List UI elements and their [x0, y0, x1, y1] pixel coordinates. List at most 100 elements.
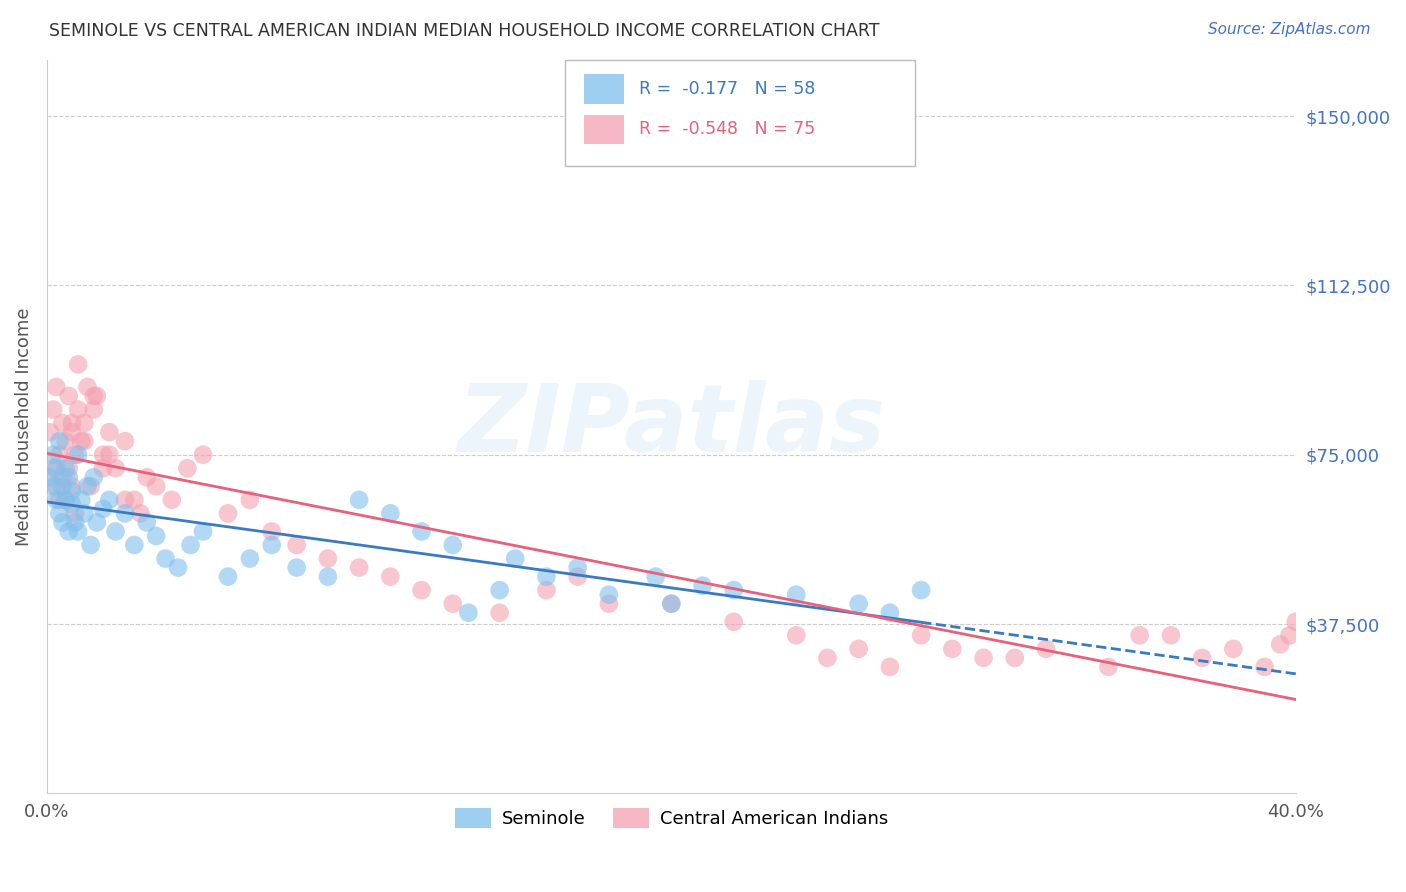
- Point: [723, 583, 745, 598]
- Point: [191, 524, 214, 539]
- Point: [848, 641, 870, 656]
- Point: [51, 516, 73, 530]
- Point: [598, 588, 620, 602]
- Point: [83, 389, 105, 403]
- Point: [1285, 615, 1308, 629]
- Point: [79, 479, 101, 493]
- Point: [316, 551, 339, 566]
- Point: [70, 492, 93, 507]
- Point: [644, 569, 666, 583]
- Legend: Seminole, Central American Indians: Seminole, Central American Indians: [447, 800, 896, 836]
- Point: [316, 569, 339, 583]
- Point: [411, 524, 433, 539]
- Point: [70, 434, 93, 449]
- Point: [73, 434, 96, 449]
- Point: [1004, 651, 1026, 665]
- Point: [129, 507, 152, 521]
- Point: [1253, 660, 1275, 674]
- Point: [941, 641, 963, 656]
- Point: [488, 583, 510, 598]
- Point: [45, 461, 67, 475]
- Point: [260, 524, 283, 539]
- Point: [457, 606, 479, 620]
- Point: [1278, 628, 1301, 642]
- Point: [145, 529, 167, 543]
- Point: [73, 416, 96, 430]
- Point: [67, 524, 90, 539]
- Point: [260, 538, 283, 552]
- FancyBboxPatch shape: [583, 115, 624, 144]
- Point: [848, 597, 870, 611]
- Point: [1129, 628, 1152, 642]
- Point: [39, 425, 62, 439]
- Point: [48, 448, 70, 462]
- Point: [83, 402, 105, 417]
- Point: [60, 416, 83, 430]
- Point: [91, 501, 114, 516]
- Point: [503, 551, 526, 566]
- Point: [51, 416, 73, 430]
- Point: [380, 569, 402, 583]
- Point: [191, 448, 214, 462]
- Point: [98, 448, 121, 462]
- Point: [1160, 628, 1182, 642]
- Point: [135, 470, 157, 484]
- Point: [83, 470, 105, 484]
- Point: [58, 461, 80, 475]
- Point: [879, 660, 901, 674]
- Point: [63, 516, 86, 530]
- Point: [48, 507, 70, 521]
- Point: [135, 516, 157, 530]
- Text: R =  -0.177   N = 58: R = -0.177 N = 58: [638, 80, 815, 98]
- Point: [55, 492, 77, 507]
- Point: [167, 560, 190, 574]
- Point: [51, 470, 73, 484]
- Point: [124, 492, 146, 507]
- Point: [91, 461, 114, 475]
- Point: [910, 628, 932, 642]
- Point: [60, 425, 83, 439]
- Point: [785, 628, 807, 642]
- Point: [1191, 651, 1213, 665]
- Point: [104, 461, 127, 475]
- Point: [1097, 660, 1119, 674]
- Point: [145, 479, 167, 493]
- Point: [60, 497, 83, 511]
- Point: [1222, 641, 1244, 656]
- Point: [55, 434, 77, 449]
- Point: [55, 461, 77, 475]
- Point: [347, 560, 370, 574]
- Point: [239, 551, 262, 566]
- Point: [67, 402, 90, 417]
- Point: [973, 651, 995, 665]
- Point: [785, 588, 807, 602]
- Point: [91, 448, 114, 462]
- Point: [1270, 637, 1292, 651]
- Point: [55, 492, 77, 507]
- Point: [217, 569, 239, 583]
- FancyBboxPatch shape: [565, 60, 915, 166]
- Point: [124, 538, 146, 552]
- Point: [67, 448, 90, 462]
- Text: R =  -0.548   N = 75: R = -0.548 N = 75: [638, 120, 815, 138]
- Point: [42, 461, 65, 475]
- Text: SEMINOLE VS CENTRAL AMERICAN INDIAN MEDIAN HOUSEHOLD INCOME CORRELATION CHART: SEMINOLE VS CENTRAL AMERICAN INDIAN MEDI…: [49, 22, 880, 40]
- Point: [42, 448, 65, 462]
- Y-axis label: Median Household Income: Median Household Income: [15, 307, 32, 546]
- Point: [536, 569, 558, 583]
- Point: [441, 538, 464, 552]
- Point: [598, 597, 620, 611]
- Point: [73, 507, 96, 521]
- Point: [380, 507, 402, 521]
- Point: [723, 615, 745, 629]
- Point: [239, 492, 262, 507]
- Point: [114, 507, 136, 521]
- Point: [42, 402, 65, 417]
- Point: [910, 583, 932, 598]
- Point: [114, 492, 136, 507]
- Point: [879, 606, 901, 620]
- Point: [67, 358, 90, 372]
- Point: [51, 479, 73, 493]
- Point: [45, 492, 67, 507]
- Point: [60, 479, 83, 493]
